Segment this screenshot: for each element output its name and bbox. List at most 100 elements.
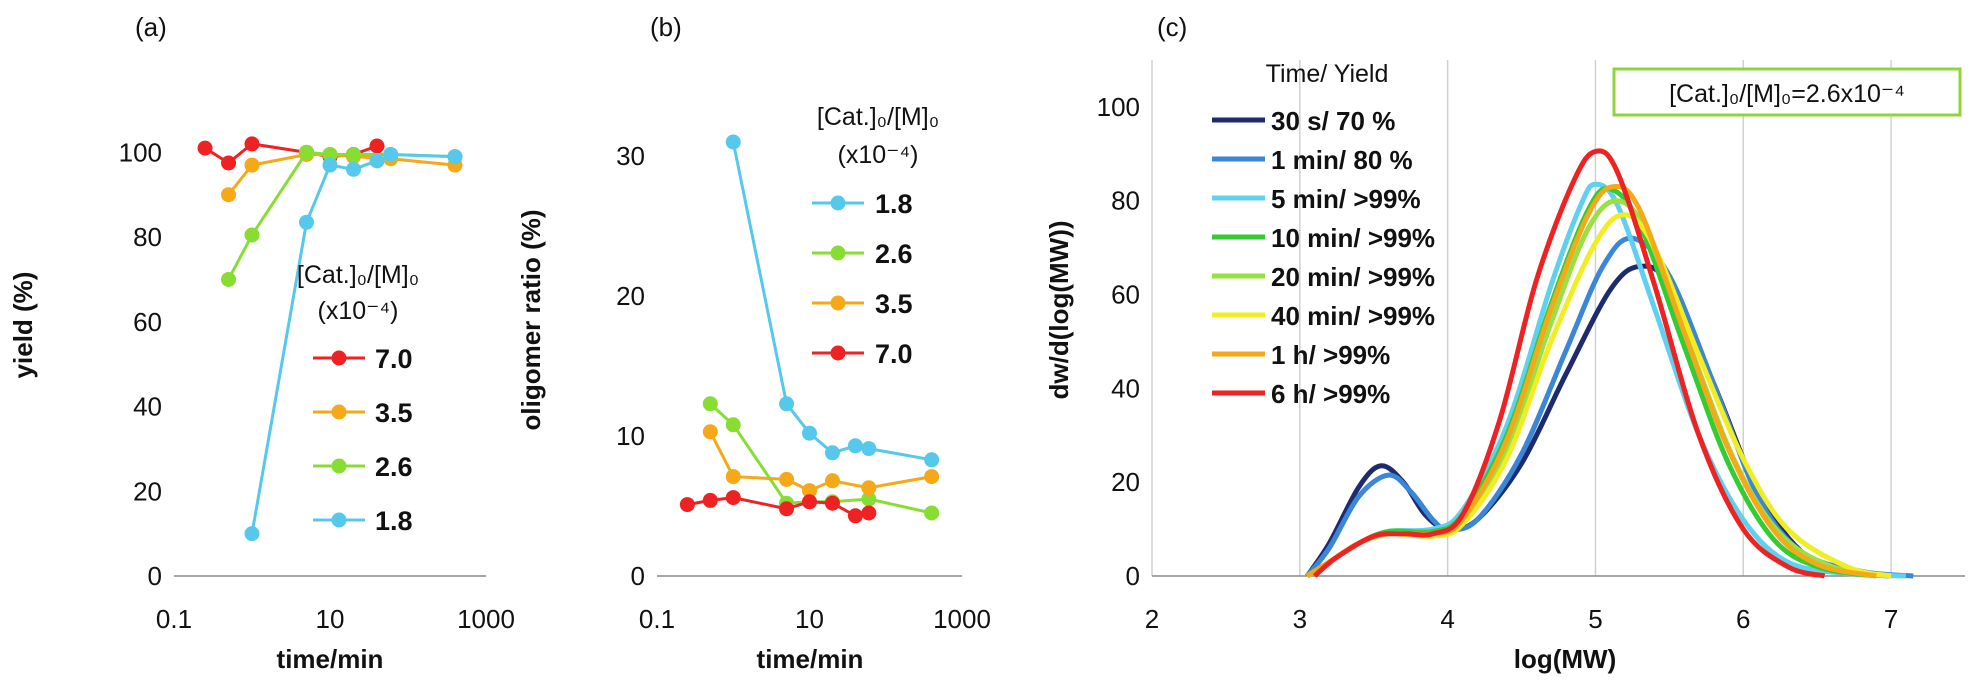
panel-c-x-tick-label: 6 xyxy=(1736,604,1750,634)
panel-b-y-tick-label: 20 xyxy=(616,281,645,311)
panel-b-legend-title-2: (x10⁻⁴) xyxy=(838,141,919,169)
panel-c-y-tick-label: 60 xyxy=(1111,280,1140,310)
panel-c-y-axis-label: dw/d(log(MW)) xyxy=(1044,220,1074,399)
panel-c-series-curve-8 xyxy=(1312,148,1826,579)
panel-c-x-axis-label: log(MW) xyxy=(1514,644,1617,674)
panel-a-series-line-1.8 xyxy=(250,152,456,534)
panel-a-legend-marker-3.5 xyxy=(331,404,347,420)
panel-a-data-point-3.5 xyxy=(221,187,237,203)
panel-b-legend-marker-1.8 xyxy=(830,195,846,211)
panel-a-data-point-7.0 xyxy=(221,155,237,171)
panel-b-data-point-1.8 xyxy=(824,445,840,461)
panel-b-data-point-7.0 xyxy=(679,497,695,513)
panel-b-data-point-7.0 xyxy=(779,501,795,517)
panel-c-series-curve-2 xyxy=(1305,235,1914,579)
panel-b-legend-marker-7.0 xyxy=(830,345,846,361)
panel-b-data-point-7.0 xyxy=(824,495,840,511)
panel-b-data-point-7.0 xyxy=(702,492,718,508)
panel-c-annotation-box xyxy=(1612,67,1962,117)
panel-a-data-point-7.0 xyxy=(369,138,385,154)
panel-a-data-point-7.0 xyxy=(197,140,213,156)
panel-c-legend-label-7: 1 h/ >99% xyxy=(1271,340,1390,370)
panel-c-series-curve-5 xyxy=(1305,198,1892,579)
panel-b-y-axis-label: oligomer ratio (%) xyxy=(516,209,546,430)
panel-b-legend-label-1.8: 1.8 xyxy=(875,189,913,219)
panel-c-legend-label-2: 1 min/ 80 % xyxy=(1271,145,1413,175)
panel-b-data-point-3.5 xyxy=(924,469,940,485)
panel-b-data-point-2.6 xyxy=(924,505,940,521)
panel-b-legend: [Cat.]₀/[M]₀ (x10⁻⁴) 1.8 2.6 3.5 7.0 xyxy=(812,103,939,369)
panel-b-data-point-2.6 xyxy=(861,491,877,507)
panel-a-data-point-1.8 xyxy=(299,214,315,230)
panel-a-data-point-1.8 xyxy=(345,161,361,177)
panel-c-legend: Time/ Yield 30 s/ 70 % 1 min/ 80 % 5 min/ … xyxy=(1212,60,1435,409)
panel-c-y-tick-label: 20 xyxy=(1111,467,1140,497)
panel-a-x-tick-label: 0.1 xyxy=(156,604,192,634)
panel-b-legend-marker-2.6 xyxy=(830,245,846,261)
panel-c-legend-label-5: 20 min/ >99% xyxy=(1271,262,1435,292)
panel-b-label: (b) xyxy=(650,12,682,42)
panel-b-legend-marker-3.5 xyxy=(830,295,846,311)
panel-a-legend-title-1: [Cat.]₀/[M]₀ xyxy=(297,261,419,289)
panel-b-data-point-3.5 xyxy=(779,471,795,487)
panel-b-data-point-3.5 xyxy=(824,473,840,489)
panel-a: (a) 0 20 40 60 80 100 0.1 10 1000 time/min yiel… xyxy=(8,12,515,674)
panel-a-data-point-1.8 xyxy=(369,153,385,169)
panel-b-data-point-1.8 xyxy=(802,425,817,441)
panel-b-data-point-3.5 xyxy=(702,424,718,440)
panel-b-data-point-2.6 xyxy=(702,396,718,412)
panel-a-x-tick-label: 10 xyxy=(316,604,345,634)
panel-b-data-point-1.8 xyxy=(847,438,863,454)
panel-a-legend-label-7.0: 7.0 xyxy=(375,344,413,374)
panel-b-y-tick-label: 30 xyxy=(616,141,645,171)
panel-c-y-tick-label: 40 xyxy=(1111,373,1140,403)
panel-a-legend-label-2.6: 2.6 xyxy=(375,452,413,482)
panel-b-data-point-7.0 xyxy=(847,508,863,524)
panel-b-data-point-1.8 xyxy=(725,134,741,150)
panel-a-data-point-2.6 xyxy=(299,144,315,160)
panel-b-data-point-2.6 xyxy=(725,417,741,433)
panel-b-data-point-1.8 xyxy=(861,441,877,457)
panel-c-x-tick-label: 3 xyxy=(1293,604,1307,634)
panel-a-y-tick-label: 100 xyxy=(119,137,162,167)
panel-b-data-point-7.0 xyxy=(725,490,741,506)
panel-b-x-tick-label: 10 xyxy=(795,604,824,634)
panel-c-legend-label-6: 40 min/ >99% xyxy=(1271,301,1435,331)
panel-a-legend: [Cat.]₀/[M]₀ (x10⁻⁴) 7.0 3.5 2.6 1.8 xyxy=(297,261,419,536)
panel-a-legend-title-2: (x10⁻⁴) xyxy=(318,297,399,325)
panel-b-data-point-7.0 xyxy=(802,494,817,510)
panel-c-legend-label-3: 5 min/ >99% xyxy=(1271,184,1421,214)
panel-b-data-point-3.5 xyxy=(861,480,877,496)
panel-b-data-point-3.5 xyxy=(802,483,817,499)
panel-c-x-tick-label: 2 xyxy=(1145,604,1159,634)
panel-a-legend-marker-7.0 xyxy=(331,350,347,366)
panel-b-legend-title-1: [Cat.]₀/[M]₀ xyxy=(817,103,939,131)
panel-c-y-tick-label: 100 xyxy=(1097,92,1140,122)
panel-a-y-tick-label: 0 xyxy=(148,561,162,591)
panel-b-data-point-1.8 xyxy=(779,396,795,412)
panel-a-legend-marker-1.8 xyxy=(331,512,347,528)
panel-b-legend-label-7.0: 7.0 xyxy=(875,339,913,369)
panel-a-legend-label-1.8: 1.8 xyxy=(375,506,413,536)
panel-c-legend-label-8: 6 h/ >99% xyxy=(1271,379,1390,409)
panel-a-y-tick-label: 20 xyxy=(133,476,162,506)
panel-a-data-point-1.8 xyxy=(322,157,338,173)
panel-a-data-point-1.8 xyxy=(447,149,463,165)
panel-b-x-tick-label: 1000 xyxy=(933,604,991,634)
panel-a-x-axis-label: time/min xyxy=(277,644,384,674)
panel-a-series-line-3.5 xyxy=(227,152,456,196)
panel-c: (c) 0 20 40 60 80 100 2 3 4 5 6 7 log(MW) dw/d(log… xyxy=(1044,12,1965,674)
panel-c-x-tick-label: 7 xyxy=(1884,604,1898,634)
panel-b-data-point-3.5 xyxy=(725,469,741,485)
panel-b: (b) 0 10 20 30 0.1 10 1000 time/min oligomer … xyxy=(516,12,991,674)
panel-b-x-axis-label: time/min xyxy=(757,644,864,674)
panel-b-legend-label-3.5: 3.5 xyxy=(875,289,913,319)
panel-a-label: (a) xyxy=(135,12,167,42)
panel-a-data-point-2.6 xyxy=(322,146,338,162)
panel-a-data-point-2.6 xyxy=(345,146,361,162)
panel-b-data-point-7.0 xyxy=(861,505,877,521)
panel-a-data-point-2.6 xyxy=(244,227,260,243)
panel-b-x-tick-label: 0.1 xyxy=(639,604,675,634)
panel-c-y-tick-label: 0 xyxy=(1126,561,1140,591)
panel-a-data-point-1.8 xyxy=(383,146,399,162)
